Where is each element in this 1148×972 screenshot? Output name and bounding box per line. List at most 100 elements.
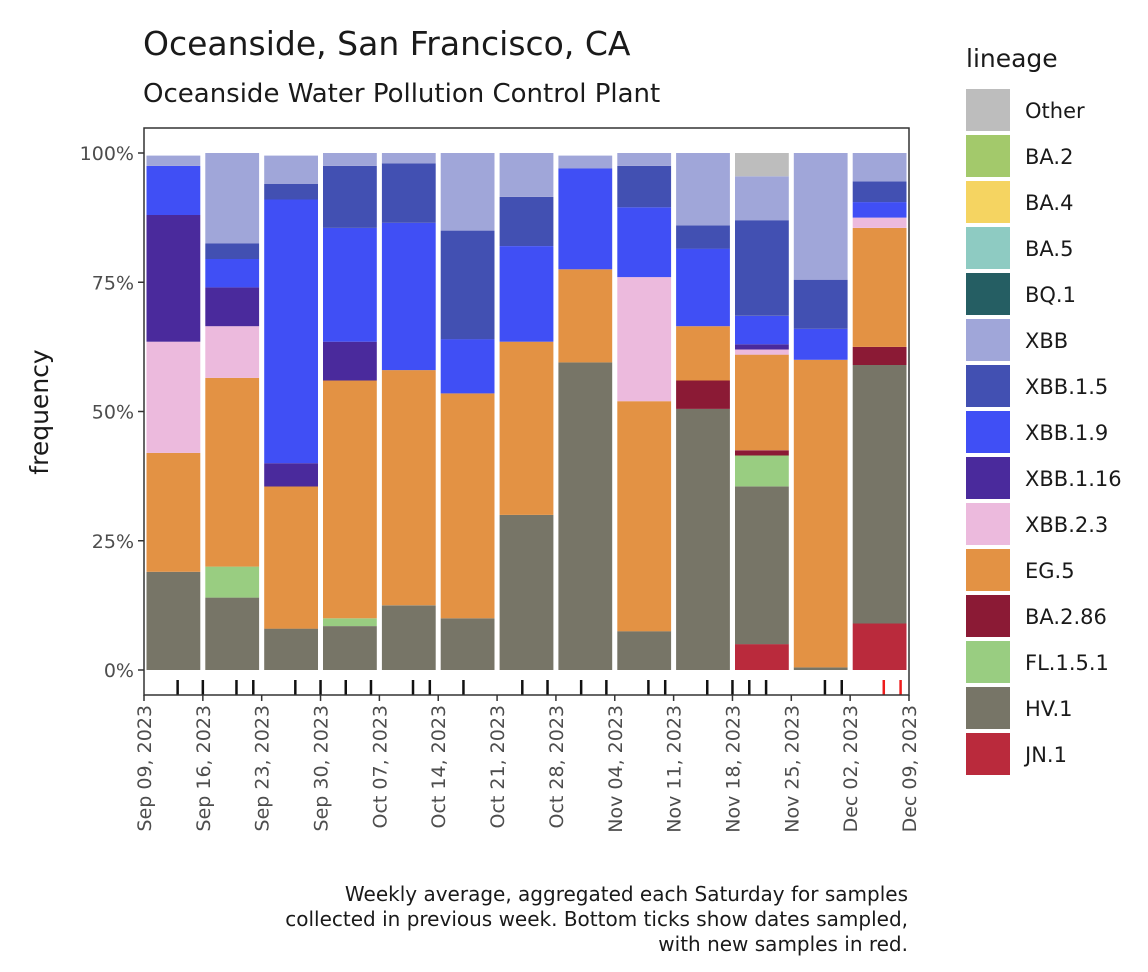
x-axis: Sep 09, 2023 Sep 16, 2023 Sep 23, 2023 Sep … bbox=[134, 695, 921, 833]
bar-segment-xbb-1-16 bbox=[323, 341, 377, 381]
legend-label: Other bbox=[1025, 99, 1085, 123]
bar-segment-xbb-1-5 bbox=[735, 220, 789, 316]
legend-title: lineage bbox=[966, 44, 1058, 73]
bar-segment-hv-1 bbox=[440, 618, 495, 670]
x-tick-label: Oct 14, 2023 bbox=[428, 705, 450, 829]
bar-segment-xbb-1-9 bbox=[735, 315, 789, 345]
bar-segment-xbb-1-5 bbox=[499, 196, 554, 246]
bar-segment-hv-1 bbox=[323, 626, 377, 670]
bar-segment-xbb bbox=[676, 153, 730, 226]
bar-segment-eg-5 bbox=[617, 401, 672, 632]
bar-segment-xbb bbox=[381, 153, 436, 164]
bar-segment-xbb bbox=[852, 153, 907, 182]
legend-swatch bbox=[966, 411, 1010, 453]
legend-label: BA.2 bbox=[1025, 145, 1073, 169]
legend-label: XBB.1.9 bbox=[1025, 421, 1108, 445]
bar-segment-xbb-1-5 bbox=[323, 165, 377, 228]
y-axis: 0% 25% 50% 75% 100% bbox=[80, 143, 144, 682]
bar-segment-xbb-2-3 bbox=[852, 217, 907, 228]
legend-label: BA.5 bbox=[1025, 237, 1073, 261]
bar-segment-xbb-2-3 bbox=[735, 349, 789, 355]
bar-segment-xbb-1-9 bbox=[264, 199, 318, 464]
legend-swatch bbox=[966, 457, 1010, 499]
bar-segment-fl-1-5-1 bbox=[735, 455, 789, 487]
bar-segment-ba-2-86 bbox=[676, 380, 730, 409]
bar-stacks bbox=[146, 153, 907, 670]
bar-segment-xbb-1-16 bbox=[205, 287, 260, 327]
bar-segment-eg-5 bbox=[676, 326, 730, 381]
bar-segment-xbb-1-5 bbox=[264, 184, 318, 200]
y-tick-label: 50% bbox=[92, 402, 134, 424]
bar-segment-eg-5 bbox=[852, 228, 907, 347]
bar-segment-xbb-1-5 bbox=[852, 181, 907, 203]
legend-swatch bbox=[966, 595, 1010, 637]
bar-segment-eg-5 bbox=[205, 377, 260, 567]
x-tick-label: Sep 09, 2023 bbox=[134, 705, 156, 831]
x-tick-label: Nov 04, 2023 bbox=[605, 705, 627, 833]
bar-segment-ba-2-86 bbox=[852, 346, 907, 365]
bar-segment-xbb-2-3 bbox=[146, 341, 201, 453]
x-tick-label: Oct 28, 2023 bbox=[546, 705, 568, 829]
caption-line-2: collected in previous week. Bottom ticks… bbox=[285, 907, 908, 931]
bar-segment-hv-1 bbox=[146, 571, 201, 670]
legend-swatch bbox=[966, 503, 1010, 545]
x-tick-label: Nov 18, 2023 bbox=[723, 705, 745, 833]
legend-swatch bbox=[966, 135, 1010, 177]
bar-segment-xbb-1-9 bbox=[146, 165, 201, 215]
legend-label: XBB.2.3 bbox=[1025, 513, 1108, 537]
bar-segment-eg-5 bbox=[264, 486, 318, 629]
x-tick-label: Dec 09, 2023 bbox=[899, 705, 921, 832]
y-tick-label: 25% bbox=[92, 531, 134, 553]
bar-segment-hv-1 bbox=[735, 486, 789, 645]
legend-label: BQ.1 bbox=[1025, 283, 1076, 307]
bar-segment-xbb bbox=[499, 153, 554, 197]
plot-area bbox=[143, 127, 910, 696]
bar-segment-hv-1 bbox=[617, 631, 672, 670]
bar-segment-xbb bbox=[205, 153, 260, 244]
bar-segment-eg-5 bbox=[735, 354, 789, 451]
legend-label: XBB bbox=[1025, 329, 1068, 353]
bar-segment-jn-1 bbox=[852, 623, 907, 670]
caption: Weekly average, aggregated each Saturday… bbox=[285, 882, 908, 956]
legend-label: HV.1 bbox=[1025, 697, 1073, 721]
bar-segment-xbb-1-16 bbox=[264, 463, 318, 487]
bar-segment-xbb bbox=[793, 153, 848, 280]
bar-segment-hv-1 bbox=[793, 667, 848, 670]
x-tick-label: Sep 16, 2023 bbox=[193, 705, 215, 831]
legend: lineage Other BA.2 BA.4 BA.5 BQ.1 XBB XBB.1.5 X… bbox=[966, 44, 1122, 775]
bar-segment-xbb-1-16 bbox=[146, 215, 201, 342]
bar-segment-xbb bbox=[146, 155, 201, 166]
bar-segment-xbb-1-9 bbox=[558, 168, 613, 270]
bar-segment-hv-1 bbox=[205, 597, 260, 670]
bar-segment-xbb-1-9 bbox=[499, 246, 554, 342]
bar-segment-hv-1 bbox=[676, 408, 730, 670]
legend-swatch bbox=[966, 365, 1010, 407]
legend-swatch bbox=[966, 181, 1010, 223]
bar-segment-xbb-1-9 bbox=[381, 222, 436, 371]
x-tick-label: Nov 11, 2023 bbox=[664, 705, 686, 833]
bar-segment-eg-5 bbox=[558, 269, 613, 363]
bar-segment-hv-1 bbox=[558, 362, 613, 670]
bar-segment-jn-1 bbox=[735, 644, 789, 670]
bar-segment-xbb-1-9 bbox=[793, 328, 848, 360]
x-tick-label: Dec 02, 2023 bbox=[840, 705, 862, 832]
bar-segment-xbb-1-5 bbox=[440, 230, 495, 340]
chart-title: Oceanside, San Francisco, CA bbox=[143, 24, 631, 63]
bar-segment-xbb bbox=[735, 176, 789, 221]
x-tick-label: Oct 21, 2023 bbox=[487, 705, 509, 829]
bar-segment-other bbox=[735, 153, 789, 177]
bar-segment-ba-2-86 bbox=[735, 450, 789, 456]
bar-segment-eg-5 bbox=[499, 341, 554, 515]
bar-segment-xbb bbox=[440, 153, 495, 231]
bar-segment-xbb-1-5 bbox=[793, 279, 848, 329]
legend-label: JN.1 bbox=[1023, 743, 1067, 767]
bar-segment-eg-5 bbox=[381, 370, 436, 606]
bar-segment-xbb-1-5 bbox=[381, 163, 436, 223]
bar-segment-xbb-1-5 bbox=[676, 225, 730, 249]
bar-segment-fl-1-5-1 bbox=[205, 566, 260, 598]
y-tick-label: 100% bbox=[80, 143, 134, 165]
sample-ticks bbox=[176, 680, 902, 695]
bar-segment-eg-5 bbox=[323, 380, 377, 619]
x-tick-label: Nov 25, 2023 bbox=[781, 705, 803, 833]
